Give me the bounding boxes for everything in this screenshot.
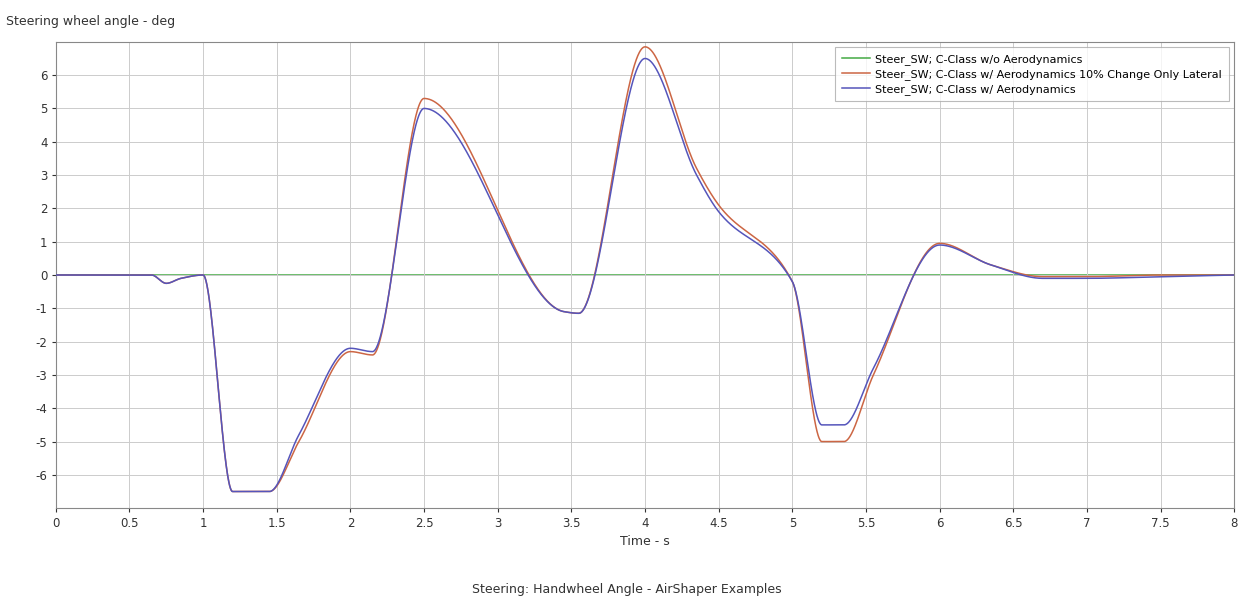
Steer_SW; C-Class w/o Aerodynamics xyxy=(905,271,920,279)
Text: Steering wheel angle - deg: Steering wheel angle - deg xyxy=(6,15,175,28)
Legend: Steer_SW; C-Class w/o Aerodynamics, Steer_SW; C-Class w/ Aerodynamics 10% Change: Steer_SW; C-Class w/o Aerodynamics, Stee… xyxy=(836,47,1229,101)
Steer_SW; C-Class w/ Aerodynamics xyxy=(544,301,559,308)
Steer_SW; C-Class w/o Aerodynamics xyxy=(544,271,559,279)
Steer_SW; C-Class w/ Aerodynamics 10% Change Only Lateral xyxy=(638,43,653,50)
Steer_SW; C-Class w/ Aerodynamics 10% Change Only Lateral xyxy=(226,488,241,495)
Steer_SW; C-Class w/ Aerodynamics 10% Change Only Lateral xyxy=(553,307,568,314)
Steer_SW; C-Class w/ Aerodynamics 10% Change Only Lateral xyxy=(905,274,920,281)
Line: Steer_SW; C-Class w/ Aerodynamics: Steer_SW; C-Class w/ Aerodynamics xyxy=(56,59,1234,492)
Steer_SW; C-Class w/ Aerodynamics 10% Change Only Lateral xyxy=(49,271,64,279)
Steer_SW; C-Class w/ Aerodynamics 10% Change Only Lateral xyxy=(609,152,624,159)
Steer_SW; C-Class w/ Aerodynamics xyxy=(49,271,64,279)
Line: Steer_SW; C-Class w/ Aerodynamics 10% Change Only Lateral: Steer_SW; C-Class w/ Aerodynamics 10% Ch… xyxy=(56,47,1234,492)
Steer_SW; C-Class w/ Aerodynamics 10% Change Only Lateral xyxy=(1192,271,1207,279)
Steer_SW; C-Class w/ Aerodynamics xyxy=(1133,274,1148,281)
Steer_SW; C-Class w/ Aerodynamics xyxy=(553,307,568,314)
Text: Steering: Handwheel Angle - AirShaper Examples: Steering: Handwheel Angle - AirShaper Ex… xyxy=(471,583,782,596)
Steer_SW; C-Class w/ Aerodynamics 10% Change Only Lateral xyxy=(1133,272,1148,279)
Steer_SW; C-Class w/o Aerodynamics xyxy=(1227,271,1242,279)
Steer_SW; C-Class w/ Aerodynamics xyxy=(905,274,920,282)
Steer_SW; C-Class w/o Aerodynamics xyxy=(1190,271,1205,279)
Steer_SW; C-Class w/o Aerodynamics xyxy=(553,271,568,279)
Steer_SW; C-Class w/ Aerodynamics xyxy=(1227,271,1242,279)
Steer_SW; C-Class w/ Aerodynamics xyxy=(609,159,624,166)
Steer_SW; C-Class w/o Aerodynamics xyxy=(1131,271,1146,279)
Steer_SW; C-Class w/ Aerodynamics xyxy=(1192,272,1207,279)
Steer_SW; C-Class w/ Aerodynamics xyxy=(226,488,241,495)
Steer_SW; C-Class w/ Aerodynamics 10% Change Only Lateral xyxy=(544,301,559,308)
Steer_SW; C-Class w/ Aerodynamics 10% Change Only Lateral xyxy=(1227,271,1242,279)
Steer_SW; C-Class w/ Aerodynamics xyxy=(638,55,653,62)
Steer_SW; C-Class w/o Aerodynamics xyxy=(49,271,64,279)
X-axis label: Time - s: Time - s xyxy=(620,535,670,548)
Steer_SW; C-Class w/o Aerodynamics xyxy=(608,271,623,279)
